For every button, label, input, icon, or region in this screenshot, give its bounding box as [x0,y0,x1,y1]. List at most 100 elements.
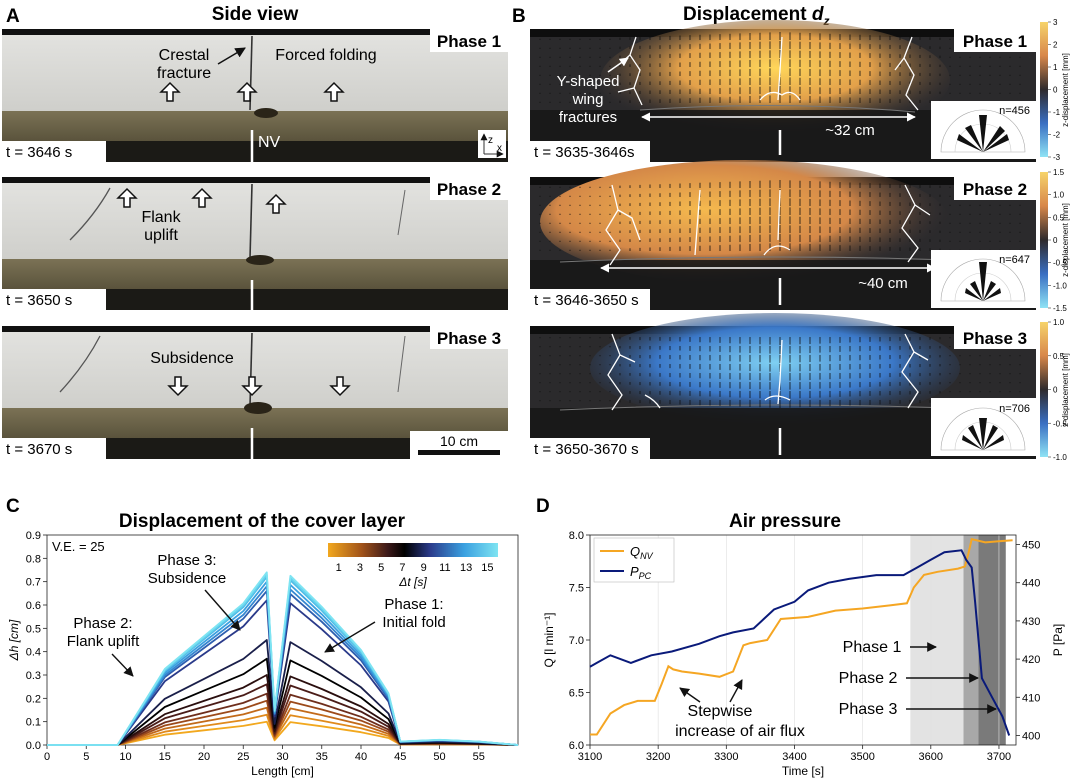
label-wing: wing [572,91,604,108]
svg-text:z-displacement [mm]: z-displacement [mm] [1061,203,1070,277]
phase-label-b1: Phase 1 [954,29,1036,52]
svg-text:Phase 3: Phase 3 [963,329,1027,348]
y-tick-label: 0.8 [26,553,41,565]
svg-text:Phase 1: Phase 1 [963,32,1027,51]
x-tick-label: 3700 [987,751,1011,763]
x-tick-label: 10 [119,751,131,763]
legend-tick: 1 [336,562,342,574]
y-tick-label: 0.9 [26,530,41,542]
y-tick-label: 0.1 [26,717,41,729]
legend-title: Δt [s] [398,575,427,589]
series-line-q-nv [590,537,1013,736]
colorbar-tick-label: 1.5 [1053,168,1065,177]
rose-diagram-1: n=456 [931,101,1036,159]
y2-tick-label: 430 [1022,616,1040,628]
span-label-b1: ~32 cm [825,122,875,139]
y-axis-label: Q [l min⁻¹] [542,612,556,667]
legend-tick: 5 [378,562,384,574]
series-line-9 [47,639,519,746]
svg-text:z-displacement [mm]: z-displacement [mm] [1061,53,1070,127]
colorbar-tick-label: 3 [1053,18,1058,27]
x-tick-label: 3400 [782,751,806,763]
legend-colorbar [328,543,498,557]
legend-tick: 15 [481,562,493,574]
span-label-b2: ~40 cm [858,275,908,292]
subsidence-arrows-a3 [167,376,351,397]
annot-phase1-a: Phase 1: [384,596,443,613]
series-line-16 [47,571,519,746]
panel-letter-a: A [6,6,20,27]
colorbar-tick-label: 0 [1053,236,1058,245]
panel-letter-c: C [6,496,20,517]
y-tick-label: 0.6 [26,600,41,612]
x-tick-label: 40 [355,751,367,763]
x-tick-label: 25 [237,751,249,763]
colorbar-3: z-displacement [mm] [1040,322,1070,457]
phase-label-a3: Phase 3 [430,326,508,349]
y2-tick-label: 410 [1022,692,1040,704]
label-fracture: fracture [157,65,211,82]
time-label-a3: t = 3670 s [2,438,106,459]
label-uplift: uplift [144,227,178,244]
svg-text:n=706: n=706 [999,403,1030,415]
ve-label: V.E. = 25 [52,539,105,554]
panel-d-title: Air pressure [729,511,841,532]
legend-tick: 9 [421,562,427,574]
colorbar-tick-label: 2 [1053,41,1058,50]
x-tick-label: 3200 [646,751,670,763]
x-tick-label: 3300 [714,751,738,763]
time-label-a1: t = 3646 s [2,141,106,162]
x-tick-label: 20 [198,751,210,763]
phase-span-2 [963,535,979,745]
svg-text:Phase 1: Phase 1 [437,32,501,51]
legend: QNV PPC [593,537,675,583]
label-fractures: fractures [559,109,617,126]
legend-tick: 13 [460,562,472,574]
svg-text:Phase 2: Phase 2 [963,180,1027,199]
y-tick-label: 0.2 [26,693,41,705]
label-subsidence: Subsidence [150,350,234,367]
x-tick-label: 15 [159,751,171,763]
x-tick-label: 3100 [578,751,602,763]
y-tick-label: 6.0 [569,740,584,752]
svg-text:z-displacement [mm]: z-displacement [mm] [1061,353,1070,427]
y-axis-label: Δh [cm] [7,619,21,661]
annot-phase3-a: Phase 3: [157,552,216,569]
y-tick-label: 6.5 [569,688,584,700]
x-tick-label: 3500 [850,751,874,763]
colorbar-tick-label: -0.5 [1053,259,1067,268]
svg-text:x: x [497,143,502,154]
colorbar-tick-label: 0.5 [1053,352,1065,361]
annot-phase1: Phase 1 [843,639,902,656]
panel-b-title: Displacement dz [683,4,829,28]
y2-tick-label: 450 [1022,540,1040,552]
label-forced-folding: Forced folding [275,47,376,64]
svg-text:t = 3646 s: t = 3646 s [6,144,72,161]
colorbar-tick-label: 0 [1053,386,1058,395]
y-tick-label: 0.5 [26,623,41,635]
svg-text:t = 3650 s: t = 3650 s [6,292,72,309]
fracture-trace [759,36,801,101]
y2-tick-label: 440 [1022,578,1040,590]
chart-air-pressure: 3100 3200 3300 3400 3500 3600 3700 6.0 6.5 7.0 7.5… [542,530,1065,778]
y2-tick-label: 400 [1022,730,1040,742]
legend-tick: 3 [357,562,363,574]
annot-phase3: Phase 3 [839,701,898,718]
x-tick-label: 30 [276,751,288,763]
time-label-b1: t = 3635-3646s [530,141,650,162]
annot-phase2-a: Phase 2: [73,615,132,632]
side-view-phase-1 [2,29,508,162]
colorbar-tick-label: -1.5 [1053,304,1067,313]
phase-label-b2: Phase 2 [954,177,1036,200]
legend-tick: 11 [439,562,450,574]
y-tick-label: 0.7 [26,577,41,589]
x-tick-label: 3600 [919,751,943,763]
svg-text:t = 3670 s: t = 3670 s [6,441,72,458]
uplift-arrows-a2 [116,187,287,214]
colorbar-1: z-displacement [mm] [1040,22,1070,157]
svg-text:t = 3635-3646s: t = 3635-3646s [534,144,635,161]
x-tick-label: 5 [83,751,89,763]
colorbar-tick-label: 0.5 [1053,213,1065,222]
x-tick-label: 50 [433,751,445,763]
